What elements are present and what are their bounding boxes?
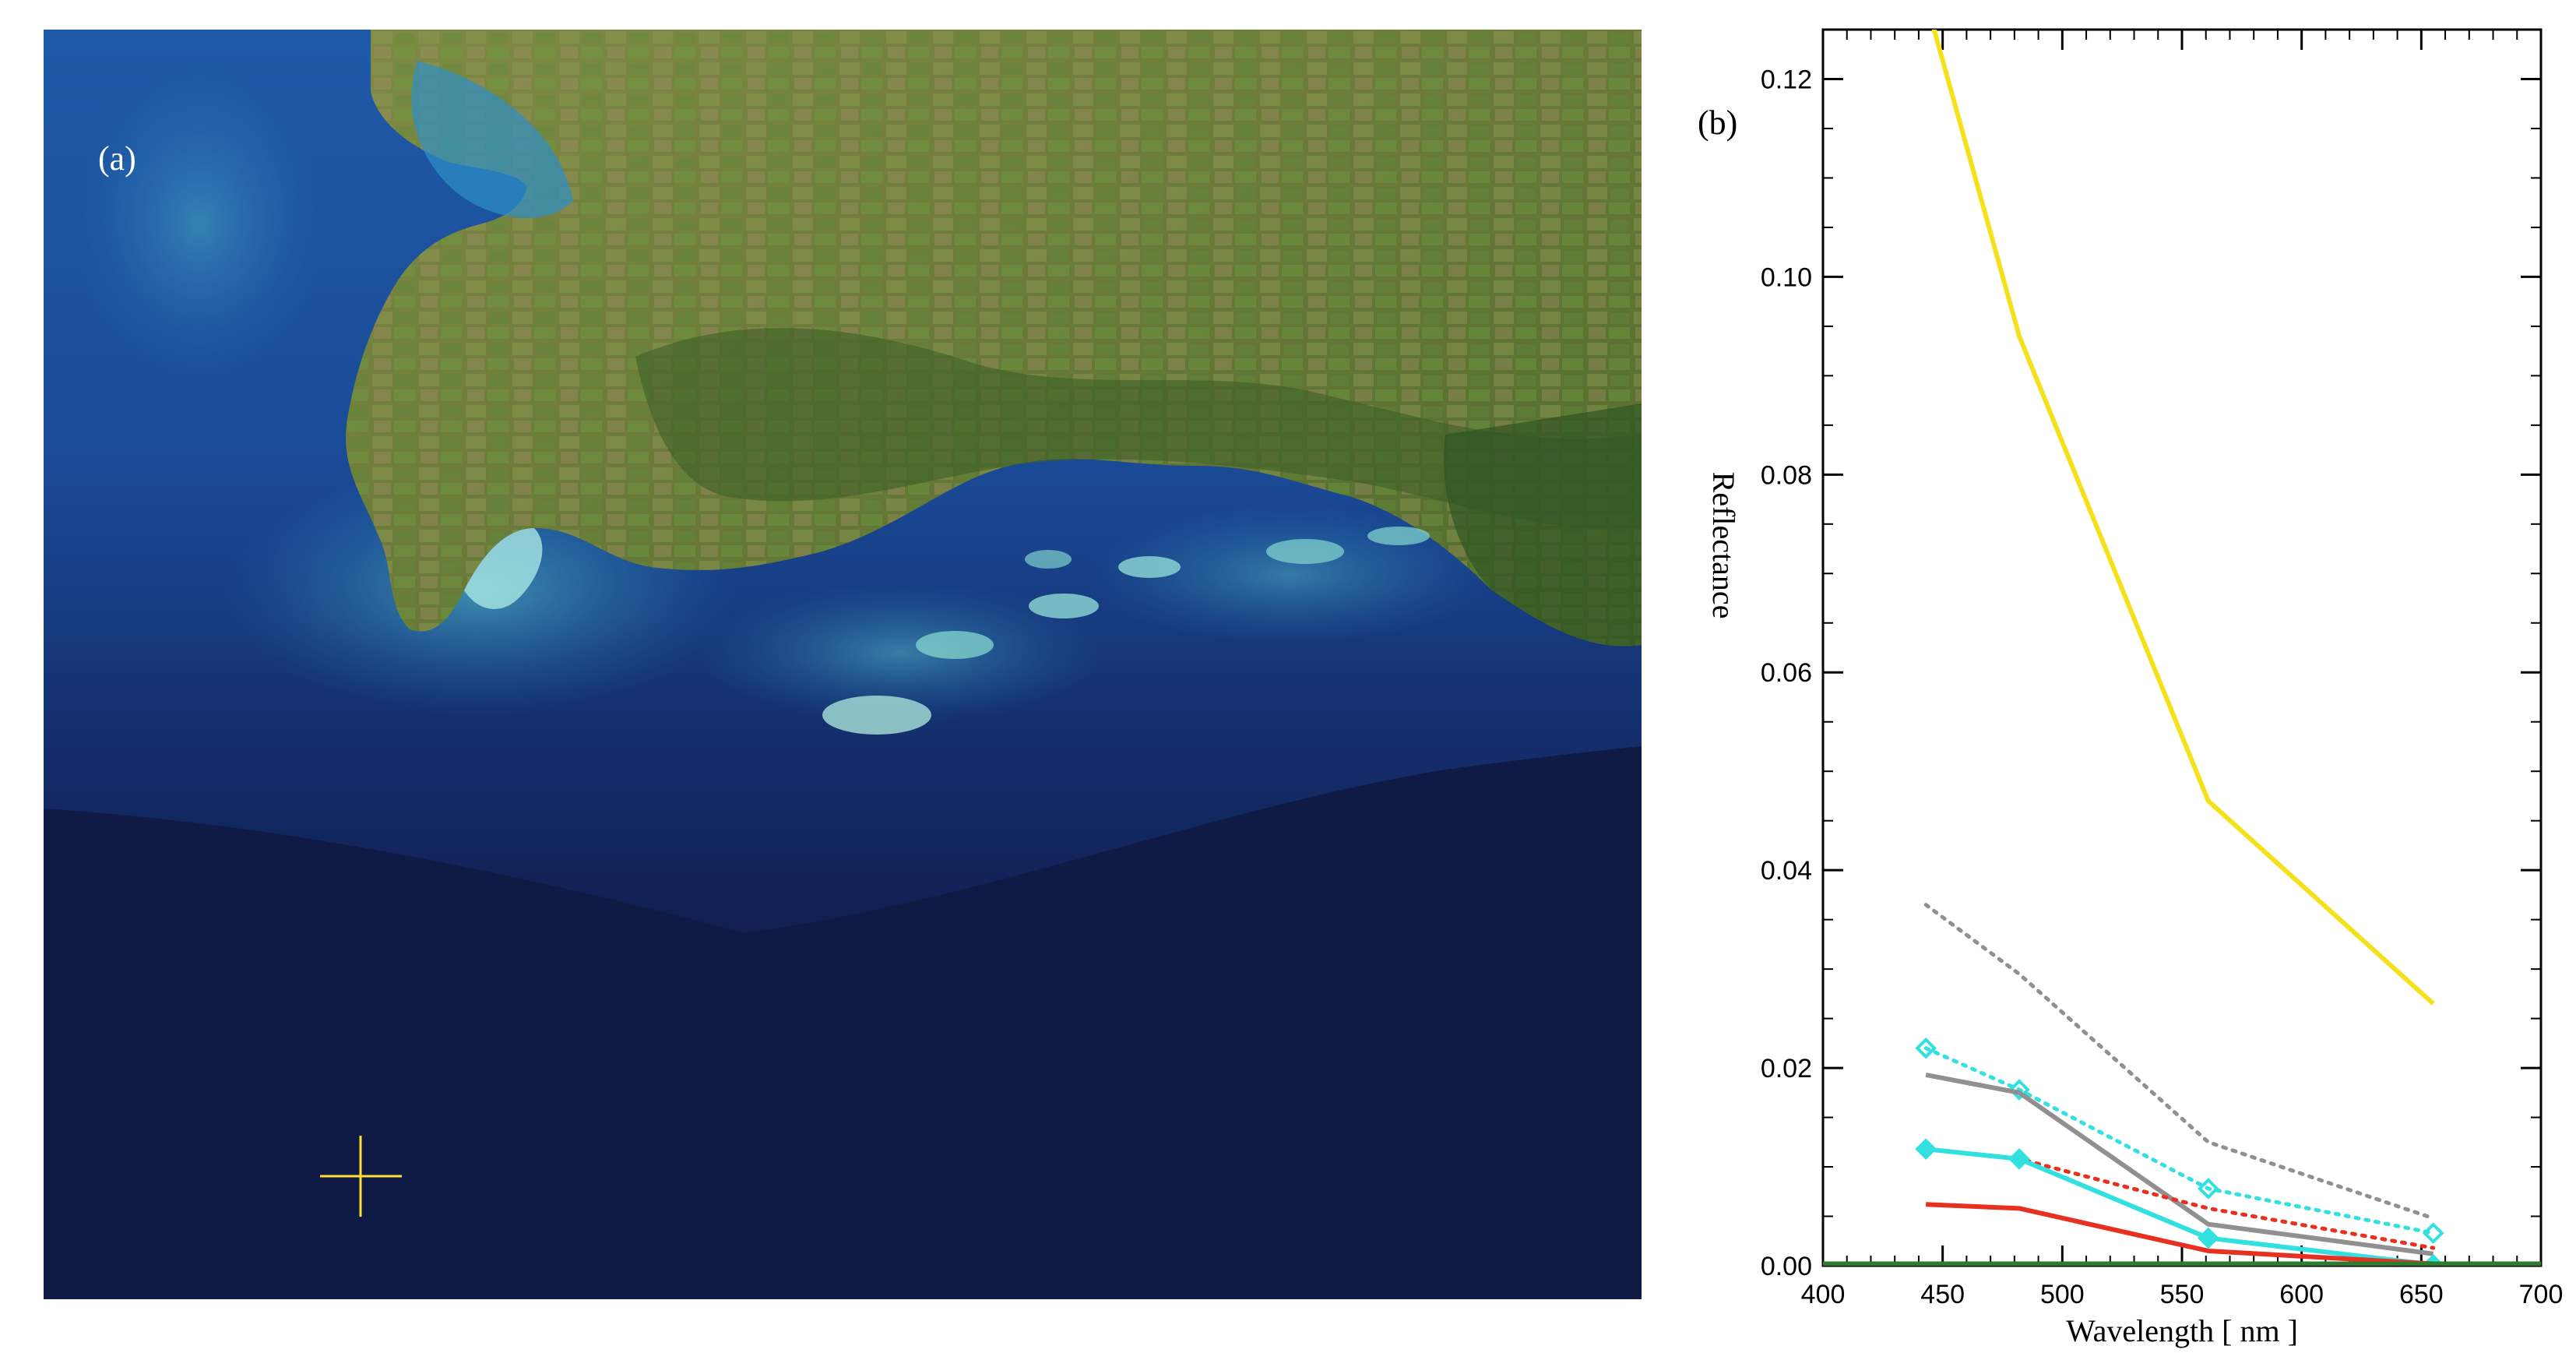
series-line-2 [1923, 1046, 2436, 1235]
series-line-0 [1931, 30, 2435, 1006]
x-tick-label: 650 [2399, 1280, 2444, 1309]
y-tick-label: 0.12 [1761, 65, 1812, 94]
series-2-point [2422, 1222, 2444, 1244]
series-line-3 [1925, 1073, 2434, 1256]
x-tick-label: 450 [1920, 1280, 1965, 1309]
series-line-4 [1923, 1147, 2436, 1250]
x-tick-label: 550 [2160, 1280, 2205, 1309]
y-tick-label: 0.04 [1761, 856, 1812, 886]
y-tick-labels: 0.00 0.02 0.04 0.06 0.08 0.10 0.12 [1761, 65, 1812, 1281]
satellite-image [44, 30, 1642, 1299]
series-5-point [1915, 1138, 1937, 1161]
y-axis-title: Reflectance [1706, 472, 1741, 619]
series-5-point [2197, 1227, 2219, 1249]
y-tick-label: 0.06 [1761, 658, 1812, 688]
series-2-point [2197, 1178, 2219, 1200]
x-tick-labels: 400 450 500 550 600 650 700 [1801, 1280, 2564, 1309]
x-axis-title: Wavelength [ nm ] [2066, 1313, 2298, 1348]
panel-b-label: (b) [1698, 104, 1737, 142]
series-line-1 [1923, 903, 2436, 1221]
series-layer [1823, 30, 2541, 1266]
y-tick-label: 0.08 [1761, 460, 1812, 490]
series-2-point [2008, 1079, 2030, 1101]
x-tick-label: 400 [1801, 1280, 1846, 1309]
satellite-image-panel: (a) [44, 30, 1642, 1299]
y-tick-label: 0.02 [1761, 1054, 1812, 1083]
x-tick-label: 700 [2519, 1280, 2564, 1309]
reflectance-chart-panel: 0.00 0.02 0.04 0.06 0.08 0.10 0.12 400 450 500 55… [1666, 0, 2576, 1367]
series-2-point [1915, 1037, 1937, 1059]
plot-frame [1821, 28, 2543, 1267]
axis-ticks [1821, 29, 2543, 1267]
series-line-6 [1926, 1202, 2433, 1266]
reflectance-chart: 0.00 0.02 0.04 0.06 0.08 0.10 0.12 400 450 500 55… [1698, 28, 2564, 1348]
panel-a-label: (a) [98, 139, 136, 178]
crosshair-icon [320, 1136, 402, 1217]
series-5-point [2008, 1148, 2030, 1170]
series-line-5 [1925, 1147, 2434, 1266]
y-tick-label: 0.10 [1761, 262, 1812, 292]
x-tick-label: 500 [2040, 1280, 2085, 1309]
y-tick-label: 0.00 [1761, 1252, 1812, 1281]
x-tick-label: 600 [2279, 1280, 2324, 1309]
